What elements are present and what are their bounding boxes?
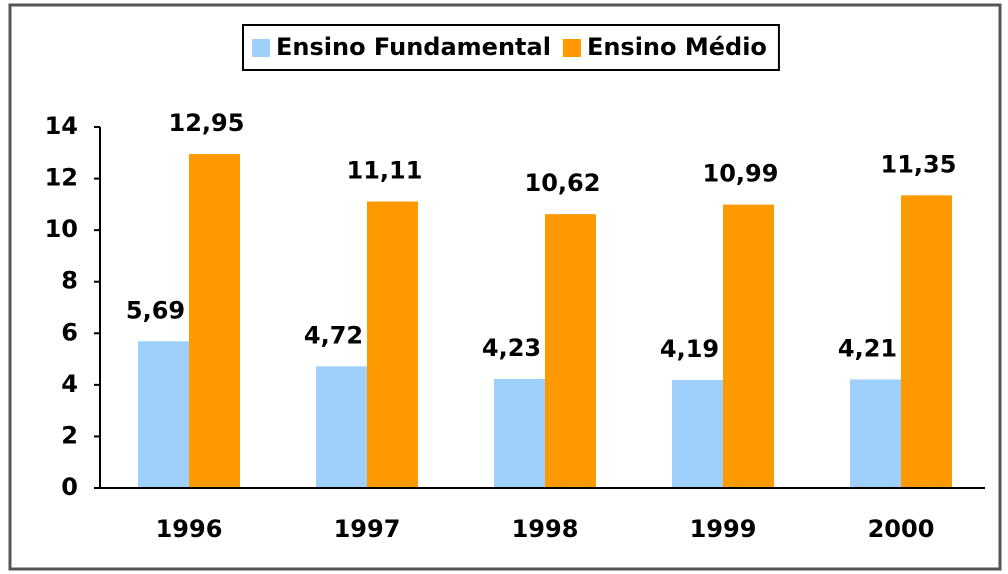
x-tick-label: 1996 [156, 515, 223, 543]
value-label: 4,72 [304, 321, 363, 349]
x-tick-label: 1998 [512, 515, 579, 543]
legend-swatch [252, 39, 270, 57]
y-tick-label: 12 [45, 164, 78, 192]
y-tick-label: 2 [61, 421, 78, 449]
x-tick-label: 1997 [334, 515, 401, 543]
bar [494, 378, 545, 488]
y-tick-label: 6 [61, 318, 78, 346]
y-tick-label: 14 [45, 112, 78, 140]
value-label: 12,95 [169, 109, 245, 137]
x-tick-label: 1999 [690, 515, 757, 543]
bar [316, 366, 367, 488]
value-label: 4,21 [838, 334, 897, 362]
y-tick-label: 8 [61, 267, 78, 295]
y-tick-label: 0 [61, 473, 78, 501]
bar [850, 379, 901, 488]
legend-box [242, 24, 780, 71]
value-label: 4,19 [660, 335, 719, 363]
bar [545, 214, 596, 489]
bar [189, 154, 240, 488]
y-tick-label: 10 [45, 215, 78, 243]
legend-label: Ensino Fundamental [276, 33, 551, 61]
value-label: 10,62 [525, 169, 601, 197]
x-tick-label: 2000 [868, 515, 935, 543]
legend-label: Ensino Médio [587, 33, 767, 61]
value-label: 5,69 [126, 296, 185, 324]
bar [901, 195, 952, 488]
bar [367, 201, 418, 488]
value-label: 4,23 [482, 334, 541, 362]
bar [672, 379, 723, 488]
bar [723, 204, 774, 489]
value-label: 10,99 [703, 160, 779, 188]
y-tick-label: 4 [61, 370, 78, 398]
bar [138, 341, 189, 488]
legend-swatch [562, 39, 581, 57]
value-label: 11,35 [881, 150, 957, 178]
value-label: 11,11 [347, 157, 423, 185]
